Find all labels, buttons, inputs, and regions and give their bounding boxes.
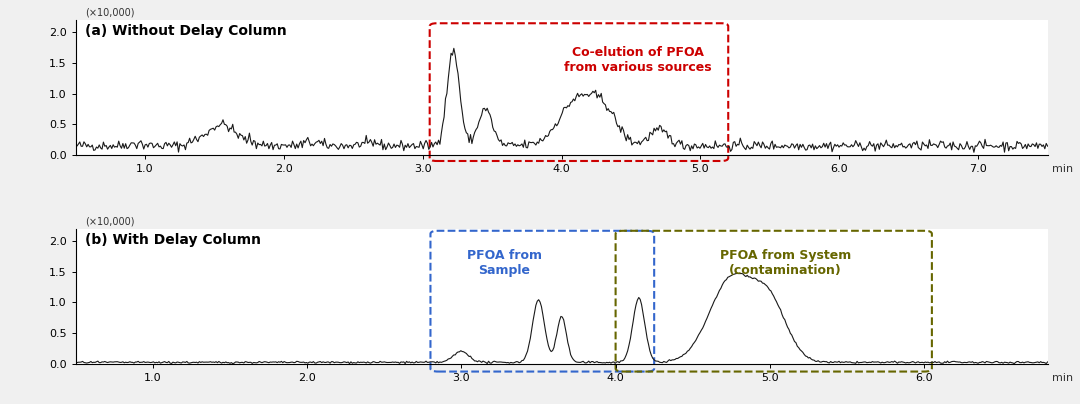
- Text: Co-elution of PFOA
from various sources: Co-elution of PFOA from various sources: [564, 46, 712, 74]
- Text: (a) Without Delay Column: (a) Without Delay Column: [85, 24, 287, 38]
- Text: PFOA from
Sample: PFOA from Sample: [467, 248, 542, 277]
- Text: (b) With Delay Column: (b) With Delay Column: [85, 233, 261, 247]
- Text: min: min: [1052, 164, 1074, 174]
- Text: (×10,000): (×10,000): [85, 8, 135, 17]
- Text: min: min: [1052, 373, 1074, 383]
- Text: (×10,000): (×10,000): [85, 216, 135, 226]
- Text: PFOA from System
(contamination): PFOA from System (contamination): [719, 248, 851, 277]
